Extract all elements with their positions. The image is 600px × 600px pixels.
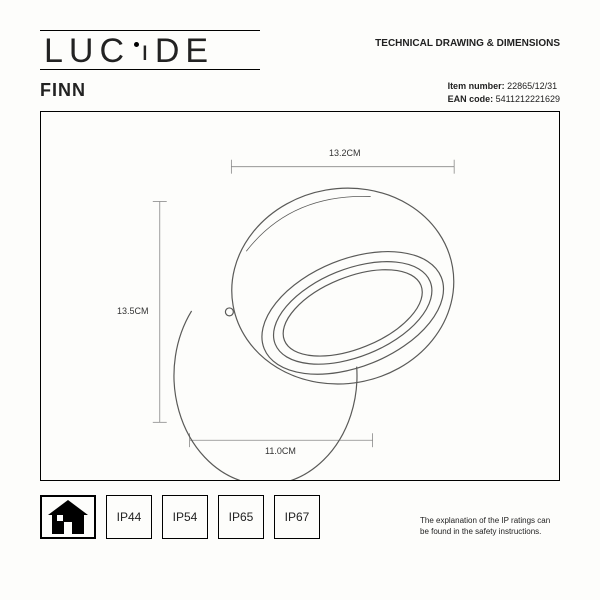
ip-badge: IP65 (218, 495, 264, 539)
ip-label: IP67 (285, 510, 310, 524)
ip-badge: IP44 (106, 495, 152, 539)
ean-label: EAN code: (448, 94, 494, 104)
house-badge (40, 495, 96, 539)
ip-label: IP65 (229, 510, 254, 524)
item-number-value: 22865/12/31 (507, 81, 557, 91)
brand-logo-text: LUCıDE (40, 31, 260, 69)
item-info: Item number: 22865/12/31 EAN code: 54112… (448, 80, 560, 105)
ip-badge: IP67 (274, 495, 320, 539)
header-row: LUCıDE TECHNICAL DRAWING & DIMENSIONS (40, 30, 560, 70)
header-right-label: TECHNICAL DRAWING & DIMENSIONS (375, 30, 560, 49)
ip-badge: IP54 (162, 495, 208, 539)
drawing-frame: 13.2CM 13.5CM 11.0CM (40, 111, 560, 481)
dimension-bottom: 11.0CM (265, 446, 296, 456)
footer-note: The explanation of the IP ratings can be… (420, 516, 560, 539)
ean-value: 5411212221629 (496, 94, 560, 104)
technical-drawing (41, 112, 559, 480)
dimension-top: 13.2CM (329, 148, 361, 158)
logo-dot-icon (134, 42, 139, 47)
item-number-label: Item number: (448, 81, 505, 91)
ip-label: IP54 (173, 510, 198, 524)
product-name: FINN (40, 80, 86, 105)
house-icon (48, 500, 88, 534)
footer-row: IP44 IP54 IP65 IP67 The explanation of t… (40, 495, 560, 539)
ip-label: IP44 (117, 510, 142, 524)
dimension-left: 13.5CM (117, 306, 149, 316)
brand-logo: LUCıDE (40, 30, 260, 70)
subheader-row: FINN Item number: 22865/12/31 EAN code: … (40, 80, 560, 105)
